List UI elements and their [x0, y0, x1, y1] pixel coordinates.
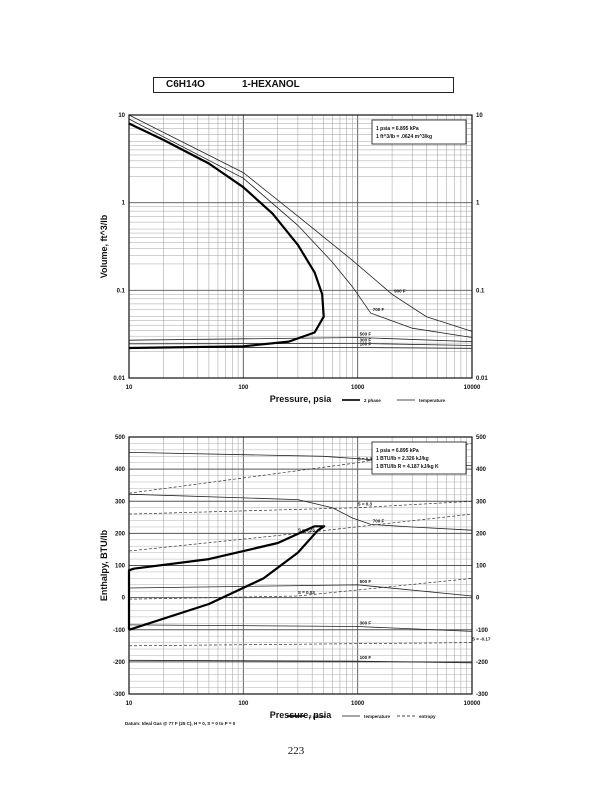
isotherm-line [128, 337, 473, 342]
isotherm-label: 700 F [373, 518, 385, 523]
x-tick-label: 1000 [351, 385, 365, 391]
entropy-line [128, 642, 473, 647]
x-axis-label: Pressure, psia [270, 710, 333, 720]
isotherm-line [128, 118, 473, 338]
y-tick-label-right: 0 [476, 596, 480, 602]
plot-frame [128, 114, 473, 379]
conversion-box [371, 441, 467, 475]
y-tick-label-right: 100 [476, 564, 487, 570]
y-tick-label: 0.1 [117, 288, 126, 294]
datum-footnote: Datum: Ideal Gas @ 77 F (25 C), H = 0, S… [125, 721, 236, 726]
isotherm-label: 300 F [360, 337, 372, 342]
y-axis-label: Enthalpy, BTU/lb [99, 529, 109, 601]
isotherm-line [128, 342, 473, 346]
y-tick-label: -300 [113, 692, 126, 698]
y-tick-label: 500 [115, 435, 126, 441]
y-tick-label: 1 [122, 201, 126, 207]
legend-label: entropy [419, 714, 436, 719]
chart-title-box: C6H14O 1-HEXANOL [153, 77, 454, 93]
y-tick-label: -100 [113, 628, 126, 634]
x-tick-label: 10000 [464, 701, 481, 707]
conversion-note: 1 psia = 6.895 kPa [376, 448, 419, 454]
isotherm-label: 700 F [373, 307, 385, 312]
isotherm-label: 500 F [360, 331, 372, 336]
isotherm-label: 100 F [360, 341, 372, 346]
isotherm-line [128, 114, 473, 332]
isotherm-line [128, 659, 473, 664]
y-tick-label-right: 200 [476, 531, 487, 537]
two-phase-boundary [127, 525, 326, 631]
y-tick-label: 300 [115, 499, 126, 505]
entropy-label: S = -0.17 [472, 637, 491, 642]
entropy-line [128, 443, 473, 494]
legend-label: temperature [419, 398, 446, 403]
isotherm-label: 500 F [360, 579, 372, 584]
y-tick-label-right: 400 [476, 467, 487, 473]
y-tick-label-right: -200 [476, 660, 489, 666]
entropy-line [128, 500, 473, 515]
y-tick-label-right: 10 [476, 113, 483, 119]
y-tick-label-right: 0.1 [476, 288, 485, 294]
y-tick-label: 400 [115, 467, 126, 473]
legend-label: 2 phase [364, 398, 381, 403]
isotherm-label: 300 F [360, 621, 372, 626]
y-tick-label-right: 500 [476, 435, 487, 441]
x-tick-label: 10000 [464, 385, 481, 391]
isotherm-label: 900 F [394, 288, 406, 293]
legend-label: temperature [364, 714, 391, 719]
y-tick-label: 100 [115, 564, 126, 570]
y-tick-label-right: 0.01 [476, 376, 488, 382]
entropy-label: S = 0.3 [358, 502, 373, 507]
x-tick-label: 10 [126, 385, 133, 391]
y-tick-label-right: 1 [476, 201, 480, 207]
plot-frame [128, 436, 473, 695]
conversion-box [371, 119, 467, 145]
x-tick-label: 100 [238, 385, 249, 391]
y-tick-label: 10 [118, 113, 125, 119]
isotherm-label: 100 F [360, 655, 372, 660]
conversion-note: 1 psia = 6.895 kPa [376, 126, 419, 132]
isotherm-line [128, 624, 473, 632]
y-tick-label-right: -100 [476, 628, 489, 634]
two-phase-boundary [128, 122, 325, 350]
isotherm-line [128, 493, 473, 531]
compound-formula: C6H14O [166, 79, 205, 90]
y-tick-label: 200 [115, 531, 126, 537]
legend-label: 2 phase [309, 714, 326, 719]
y-tick-label: 0 [122, 596, 126, 602]
page-number: 223 [287, 745, 305, 757]
conversion-note: 1 BTU/lb R = 4.187 kJ/kg K [376, 464, 439, 470]
isotherm-line [128, 584, 473, 597]
entropy-label: S = 0.03 [298, 590, 315, 595]
entropy-line [128, 578, 473, 600]
y-axis-label: Volume, ft^3/lb [99, 214, 109, 278]
compound-name: 1-HEXANOL [242, 79, 300, 90]
y-tick-label: 0.01 [113, 376, 125, 382]
y-tick-label: -200 [113, 660, 126, 666]
conversion-note: 1 ft^3/lb = .0624 m^3/kg [376, 134, 432, 140]
conversion-note: 1 BTU/lb = 2.326 kJ/kg [376, 456, 429, 462]
x-tick-label: 100 [238, 701, 249, 707]
y-tick-label-right: -300 [476, 692, 489, 698]
x-tick-label: 10 [126, 701, 133, 707]
y-tick-label-right: 300 [476, 499, 487, 505]
x-axis-label: Pressure, psia [270, 394, 333, 404]
entropy-line [128, 513, 473, 552]
x-tick-label: 1000 [351, 701, 365, 707]
